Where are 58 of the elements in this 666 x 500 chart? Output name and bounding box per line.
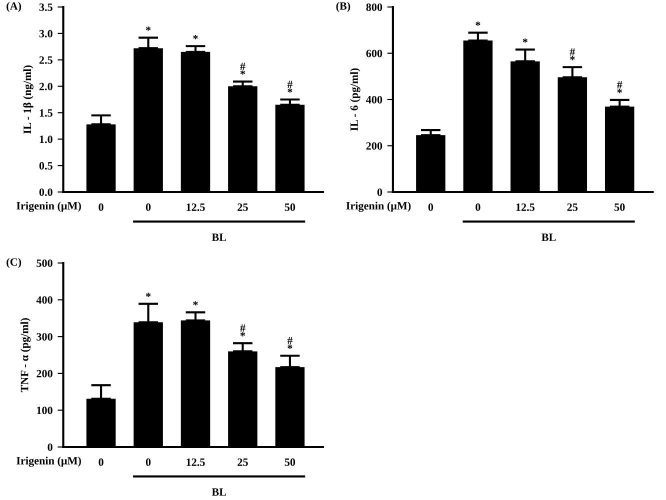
y-tick-label: 2.0 — [39, 82, 52, 90]
y-tick-label: 400 — [36, 296, 52, 304]
x-tick-label: 50 — [284, 458, 296, 466]
x-tick-label: 0 — [476, 203, 480, 211]
data-label: * — [522, 38, 528, 43]
data-label: * — [193, 35, 198, 40]
x-tick-label: 25 — [238, 458, 248, 466]
text: BL — [212, 234, 226, 241]
x-tick-label: 0 — [428, 203, 434, 211]
y-tick-label: 2.5 — [39, 56, 52, 64]
x-tick-label: 0 — [98, 458, 104, 466]
y-tick-label: 200 — [366, 142, 382, 150]
data-label: # * — [287, 336, 293, 349]
x-axis-title: Irigenin (μM) — [16, 456, 81, 467]
chart-title: (A) — [6, 2, 22, 12]
x-tick-label: 50 — [614, 203, 625, 211]
x-tick-label: 12.5 — [186, 458, 205, 466]
data-label: # * — [240, 324, 246, 336]
text: BL — [542, 234, 556, 241]
data-label: # * — [570, 48, 576, 60]
y-tick-label: 600 — [366, 50, 382, 58]
x-axis-title: Irigenin (μM) — [16, 202, 81, 212]
x-tick-label: 50 — [284, 203, 296, 211]
x-tick-label: 0 — [146, 203, 151, 211]
chart-title: (C) — [6, 258, 22, 268]
y-axis-title: TNF - α (pg/ml) — [20, 318, 31, 392]
y-tick-label: 0.5 — [39, 162, 52, 170]
y-axis-title: IL - 1β (ng/ml) — [23, 65, 34, 134]
y-tick-label: 3.0 — [39, 30, 52, 38]
data-label: # * — [616, 81, 622, 94]
y-axis-title: IL - 6 (pg/ml) — [350, 68, 360, 131]
y-tick-label: 0 — [48, 443, 52, 451]
y-tick-label: 3.5 — [39, 3, 52, 12]
data-label: * — [146, 292, 151, 297]
x-axis-title: Irigenin (μM) — [346, 202, 411, 212]
text: BL — [212, 488, 226, 496]
y-tick-label: 0 — [377, 188, 382, 196]
data-label: * — [146, 26, 151, 31]
y-tick-label: 1.5 — [40, 109, 52, 117]
y-tick-label: 400 — [366, 96, 382, 104]
x-tick-label: 0 — [98, 203, 104, 211]
y-tick-label: 500 — [36, 259, 52, 267]
x-tick-label: 25 — [238, 203, 248, 211]
y-tick-label: 0.0 — [39, 188, 52, 196]
x-tick-label: 12.5 — [186, 203, 205, 211]
x-tick-label: 25 — [567, 203, 578, 211]
chart-title: (B) — [336, 2, 350, 12]
y-tick-label: 100 — [37, 406, 52, 414]
data-label: * — [476, 22, 480, 26]
data-label: # * — [240, 62, 246, 75]
data-label: # * — [287, 80, 293, 93]
x-tick-label: 0 — [146, 458, 151, 466]
y-tick-label: 300 — [36, 333, 52, 341]
x-tick-label: 12.5 — [516, 203, 534, 211]
y-tick-label: 200 — [36, 370, 52, 378]
y-tick-label: 800 — [366, 3, 382, 11]
data-label: * — [193, 301, 198, 306]
y-tick-label: 1.0 — [40, 136, 52, 144]
